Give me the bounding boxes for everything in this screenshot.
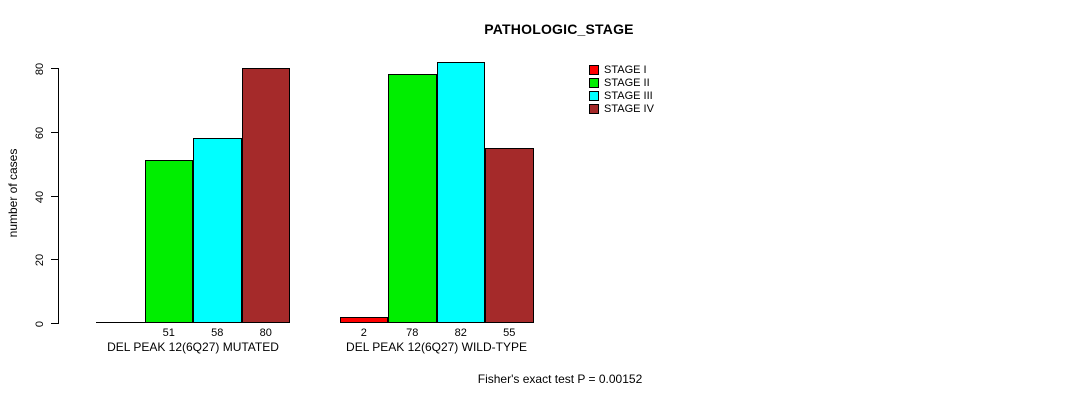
bar-value-label: 78 bbox=[406, 327, 419, 339]
bar-value-label: 55 bbox=[503, 327, 516, 339]
bar-stage-iii bbox=[436, 61, 485, 323]
legend-label: STAGE I bbox=[604, 63, 647, 76]
legend-row-stage-ii: STAGE II bbox=[589, 76, 654, 89]
bar-value-label: 51 bbox=[162, 327, 175, 339]
y-axis-tick-mark bbox=[51, 196, 58, 197]
legend-swatch-stage-iii bbox=[589, 90, 599, 101]
legend-label: STAGE III bbox=[604, 89, 653, 102]
legend-row-stage-iii: STAGE III bbox=[589, 89, 654, 102]
y-axis-tick-mark bbox=[51, 132, 58, 133]
fisher-test-pvalue: Fisher's exact test P = 0.00152 bbox=[477, 372, 643, 386]
x-axis-group-label: DEL PEAK 12(6Q27) MUTATED bbox=[107, 340, 279, 354]
y-axis-tick-label: 40 bbox=[34, 190, 46, 203]
y-axis-tick-label: 60 bbox=[34, 126, 46, 139]
legend-row-stage-i: STAGE I bbox=[589, 63, 654, 76]
x-axis-group-label: DEL PEAK 12(6Q27) WILD-TYPE bbox=[346, 340, 527, 354]
bar-value-label: 82 bbox=[454, 327, 467, 339]
legend-label: STAGE II bbox=[604, 76, 650, 89]
bar-value-label: 58 bbox=[211, 327, 224, 339]
bar-stage-iii bbox=[193, 138, 242, 323]
bar-value-label: 80 bbox=[259, 327, 272, 339]
legend-row-stage-iv: STAGE IV bbox=[589, 102, 654, 115]
y-axis-tick-label: 0 bbox=[34, 320, 46, 327]
bar-stage-iv bbox=[241, 68, 290, 323]
y-axis-tick-label: 20 bbox=[34, 253, 46, 266]
y-axis-tick-mark bbox=[51, 323, 58, 324]
y-axis-tick-mark bbox=[51, 68, 58, 69]
y-axis-line bbox=[58, 68, 59, 324]
legend-label: STAGE IV bbox=[604, 102, 654, 115]
y-axis-tick-mark bbox=[51, 259, 58, 260]
bar-stage-i-zero bbox=[96, 322, 145, 323]
bar-stage-i bbox=[339, 316, 388, 323]
legend: STAGE I STAGE II STAGE III STAGE IV bbox=[589, 63, 654, 115]
bar-stage-iv bbox=[485, 147, 534, 323]
legend-swatch-stage-iv bbox=[589, 103, 599, 114]
chart-title: PATHOLOGIC_STAGE bbox=[484, 21, 634, 37]
bar-stage-ii bbox=[388, 74, 437, 323]
y-axis-tick-label: 80 bbox=[34, 62, 46, 75]
legend-swatch-stage-i bbox=[589, 64, 599, 75]
bar-value-label: 2 bbox=[360, 327, 367, 339]
legend-swatch-stage-ii bbox=[589, 77, 599, 88]
bar-stage-ii bbox=[144, 160, 193, 323]
y-axis-title: number of cases bbox=[6, 148, 20, 238]
